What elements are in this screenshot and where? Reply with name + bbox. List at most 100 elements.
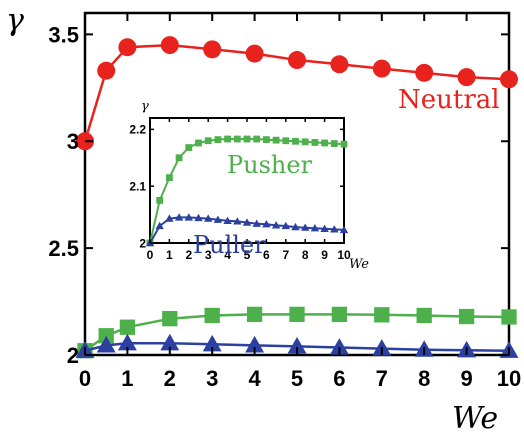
inset-point-puller-5 (194, 213, 203, 222)
main-ytick-label-3: 3.5 (48, 22, 79, 47)
inset-point-puller-10 (242, 218, 252, 226)
inset-point-pusher-6 (204, 137, 212, 145)
inset-point-puller-13 (271, 221, 281, 229)
inset-point-puller-1 (155, 221, 164, 230)
main-point-neutral-4 (203, 40, 222, 59)
inset-point-pusher-20 (340, 140, 348, 148)
main-xtick-label-7: 7 (376, 366, 388, 391)
main-xtick-label-0: 0 (79, 366, 91, 391)
inset-ylabel: γ (141, 99, 149, 114)
inset-xtick-label-4: 4 (224, 248, 231, 262)
inset-point-pusher-4 (185, 144, 193, 151)
main-ytick-label-0: 2 (67, 343, 79, 368)
main-ytick-label-2: 3 (67, 129, 79, 154)
inset-ytick-label-2: 2.2 (129, 123, 146, 137)
inset-point-puller-8 (223, 216, 232, 224)
inset-xtick-label-3: 3 (205, 248, 212, 262)
inset-point-pusher-2 (166, 174, 173, 182)
inset-point-puller-17 (310, 224, 320, 232)
inset-point-pusher-12 (263, 136, 270, 143)
inset-ytick-label-0: 2 (139, 236, 146, 250)
main-point-neutral-1 (97, 61, 116, 80)
main-point-pusher-10 (458, 308, 475, 325)
main-point-pusher-4 (204, 307, 220, 324)
main-point-neutral-9 (415, 63, 434, 82)
inset-point-pusher-3 (175, 154, 183, 162)
main-point-neutral-6 (288, 51, 306, 70)
inset-point-pusher-19 (330, 140, 338, 147)
inset-point-puller-2 (165, 214, 174, 222)
inset-xlabel: We (349, 257, 369, 272)
inset-point-pusher-18 (321, 139, 328, 147)
inset-point-puller-18 (320, 224, 329, 232)
main-xtick-label-4: 4 (248, 366, 261, 391)
inset-point-pusher-11 (253, 135, 261, 143)
inset-point-pusher-15 (292, 137, 299, 145)
main-xtick-label-1: 1 (121, 366, 133, 391)
inset-point-puller-11 (252, 219, 261, 227)
main-point-puller-1 (96, 335, 116, 353)
main-point-neutral-5 (245, 44, 264, 63)
main-point-pusher-1 (98, 328, 114, 344)
inset-xtick-label-2: 2 (185, 248, 192, 262)
inset-point-pusher-1 (156, 196, 164, 204)
inset-point-puller-3 (174, 213, 184, 221)
main-point-pusher-11 (501, 309, 517, 325)
inset-ytick-label-1: 2.1 (129, 180, 146, 194)
inset-point-puller-16 (301, 223, 310, 231)
main-point-neutral-2 (118, 38, 137, 57)
main-point-pusher-3 (162, 311, 178, 327)
inset-xtick-label-6: 6 (263, 248, 270, 262)
main-point-pusher-7 (331, 306, 348, 323)
inset-xtick-label-0: 0 (147, 248, 154, 262)
main-xtick-label-10: 10 (497, 366, 521, 391)
inset-xtick-label-1: 1 (166, 248, 173, 262)
main-point-puller-7 (329, 338, 349, 355)
main-point-pusher-9 (416, 307, 432, 324)
inset-point-pusher-8 (224, 135, 231, 143)
inset-xtick-label-7: 7 (282, 248, 289, 262)
main-point-pusher-5 (246, 306, 263, 323)
main-point-puller-4 (202, 334, 222, 352)
legend-label-neutral: Neutral (398, 85, 500, 115)
main-ytick-label-1: 2.5 (48, 236, 79, 261)
inset-xtick-label-8: 8 (302, 248, 309, 262)
inset-point-pusher-10 (243, 135, 251, 143)
inset-point-pusher-16 (301, 138, 309, 146)
inset-xtick-label-10: 10 (337, 248, 351, 262)
inset-point-pusher-17 (311, 139, 319, 146)
main-point-neutral-10 (457, 68, 476, 87)
main-point-pusher-8 (374, 307, 390, 323)
inset-point-pusher-14 (282, 137, 290, 145)
inset-point-pusher-5 (195, 139, 202, 147)
inset-point-puller-15 (291, 222, 300, 231)
main-point-neutral-7 (330, 55, 349, 74)
main-xtick-label-3: 3 (206, 366, 218, 391)
main-xtick-label-6: 6 (333, 366, 345, 391)
main-xtick-label-9: 9 (460, 366, 472, 391)
main-point-neutral-3 (160, 36, 179, 55)
main-point-puller-2 (117, 333, 137, 351)
main-point-puller-5 (245, 335, 265, 353)
inset-point-pusher-13 (272, 136, 280, 144)
main-point-pusher-2 (119, 319, 136, 335)
main-series-layer (75, 36, 519, 359)
main-xlabel: We (452, 401, 498, 436)
inset-point-puller-7 (213, 215, 223, 223)
main-xtick-label-2: 2 (164, 366, 176, 391)
inset-point-pusher-7 (214, 136, 222, 143)
inset-point-puller-20 (339, 225, 349, 234)
inset-point-pusher-9 (233, 135, 241, 143)
inset-label-pusher: Pusher (227, 151, 313, 179)
main-point-neutral-11 (500, 70, 518, 89)
main-xtick-label-5: 5 (291, 366, 303, 391)
main-point-pusher-6 (289, 306, 305, 323)
main-point-puller-6 (287, 337, 307, 354)
inset-label-puller: Puller (193, 231, 266, 259)
main-xtick-label-8: 8 (418, 366, 430, 391)
